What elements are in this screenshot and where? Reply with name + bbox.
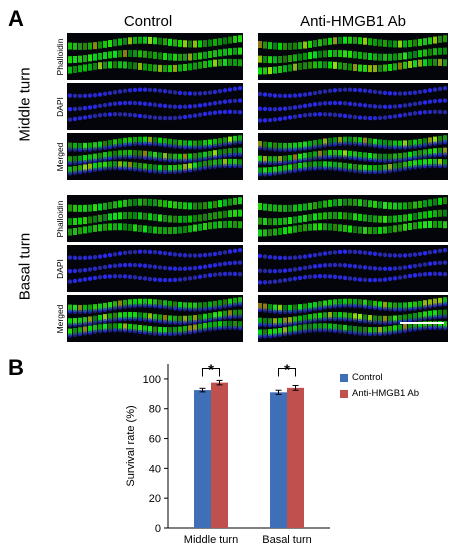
- region-label-middle-turn: Middle turn: [16, 67, 34, 142]
- stain-label: DAPI: [53, 245, 67, 292]
- legend-item-antibody: Anti-HMGB1 Ab: [340, 388, 419, 399]
- bar-antibody: [287, 387, 304, 528]
- micrograph-middle-merged-antibody: [258, 133, 448, 180]
- stain-label: Merged: [53, 295, 67, 342]
- y-tick-label: 60: [149, 434, 161, 446]
- micrograph-basal-phalloidin-control: Phalloidin: [53, 195, 243, 242]
- micrograph-basal-merged-control: Merged: [53, 295, 243, 342]
- y-tick-label: 80: [149, 404, 161, 416]
- stain-label: Phalloidin: [53, 33, 67, 80]
- micrograph-middle-phalloidin-antibody: [258, 33, 448, 80]
- stain-label-text: Phalloidin: [55, 200, 65, 237]
- significance-marker: *: [208, 361, 214, 378]
- significance-marker: *: [284, 361, 290, 378]
- stain-label: Phalloidin: [53, 195, 67, 242]
- stain-label-text: DAPI: [55, 258, 65, 279]
- legend-swatch-control: [340, 373, 348, 382]
- micrograph-basal-merged-antibody: [258, 295, 448, 342]
- bar-control: [270, 392, 287, 528]
- panel-b-letter: B: [8, 355, 24, 380]
- x-tick-label: Basal turn: [262, 534, 312, 546]
- stain-label: DAPI: [53, 83, 67, 130]
- legend-label-control: Control: [352, 372, 383, 383]
- y-tick-label: 0: [155, 523, 161, 535]
- y-axis-label: Survival rate (%): [125, 405, 137, 486]
- region-label-basal-turn: Basal turn: [16, 232, 34, 301]
- stain-label-text: DAPI: [55, 96, 65, 117]
- y-tick-label: 40: [149, 463, 161, 475]
- legend-swatch-antibody: [340, 389, 348, 398]
- survival-bar-chart: 0 20 40 60 80 100 Survival rate (%) Middle turn…: [125, 361, 330, 546]
- micrograph-middle-phalloidin-control: Phalloidin: [53, 33, 243, 80]
- stain-label: Merged: [53, 133, 67, 180]
- legend-item-control: Control: [340, 372, 383, 383]
- micrograph-middle-merged-control: Merged: [53, 133, 243, 180]
- x-tick-label: Middle turn: [184, 534, 238, 546]
- stain-label-text: Merged: [55, 304, 65, 333]
- micrograph-middle-dapi-control: DAPI: [53, 83, 243, 130]
- micrograph-basal-dapi-control: DAPI: [53, 245, 243, 292]
- micrograph-middle-dapi-antibody: [258, 83, 448, 130]
- column-header-antibody: Anti-HMGB1 Ab: [300, 13, 406, 30]
- stain-label-text: Merged: [55, 142, 65, 171]
- panel-a-letter: A: [8, 6, 24, 31]
- y-tick-label: 20: [149, 493, 161, 505]
- y-tick-label: 100: [143, 374, 161, 386]
- legend-label-antibody: Anti-HMGB1 Ab: [352, 388, 420, 399]
- bar-control: [194, 390, 211, 528]
- significance-bracket: [278, 367, 296, 377]
- micrograph-basal-dapi-antibody: [258, 245, 448, 292]
- scale-bar: [400, 322, 444, 324]
- significance-bracket: [202, 367, 220, 377]
- stain-label-text: Phalloidin: [55, 38, 65, 75]
- bar-antibody: [211, 382, 228, 528]
- micrograph-basal-phalloidin-antibody: [258, 195, 448, 242]
- column-header-control: Control: [123, 13, 173, 30]
